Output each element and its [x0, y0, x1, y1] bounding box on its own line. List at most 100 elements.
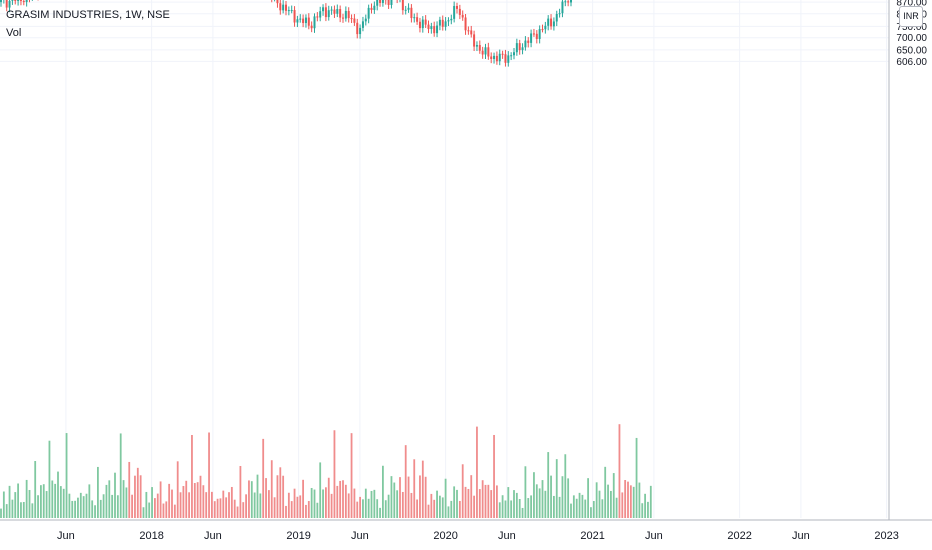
- volume-bar: [196, 482, 199, 518]
- volume-bar: [316, 502, 319, 518]
- candle-body: [19, 0, 22, 1]
- volume-bar: [447, 506, 450, 518]
- candle-body: [464, 17, 467, 31]
- candle-body: [319, 11, 322, 18]
- volume-bar: [433, 499, 436, 518]
- candle-body: [564, 1, 567, 3]
- candle-body: [316, 16, 319, 18]
- volume-bar: [139, 475, 142, 518]
- volume-bar: [507, 487, 510, 518]
- volume-bar: [142, 507, 145, 518]
- volume-bar: [233, 499, 236, 518]
- candle-body: [450, 18, 453, 21]
- volume-bar: [299, 495, 302, 518]
- volume-bar: [191, 435, 193, 518]
- candle-body: [276, 0, 279, 4]
- volume-bar: [342, 480, 344, 518]
- currency-badge[interactable]: INR: [899, 6, 923, 27]
- volume-bar: [34, 461, 37, 518]
- volume-bar: [256, 474, 259, 518]
- volume-bar: [45, 491, 48, 518]
- candle-body: [515, 43, 518, 53]
- volume-bar: [285, 505, 287, 518]
- volume-bar: [387, 494, 390, 518]
- volume-bar: [598, 490, 601, 518]
- volume-bar: [547, 452, 550, 518]
- candle-body: [438, 19, 441, 26]
- volume-bar: [384, 500, 387, 518]
- volume-bar: [530, 495, 532, 518]
- volume-bar: [407, 476, 410, 518]
- volume-bar: [305, 504, 307, 518]
- candle-body: [376, 0, 379, 6]
- volume-bar: [208, 432, 210, 518]
- volume-bar: [108, 480, 111, 518]
- price-tick-label: 606.00: [896, 57, 927, 68]
- volume-bar: [273, 497, 276, 518]
- volume-bar: [25, 479, 28, 518]
- candle-body: [484, 47, 487, 55]
- candle-body: [353, 18, 356, 23]
- volume-bar: [595, 482, 598, 518]
- candle-body: [544, 25, 547, 30]
- candle-body: [373, 5, 376, 10]
- volume-bar: [504, 500, 507, 518]
- volume-bar: [20, 502, 22, 518]
- candle-body: [322, 7, 325, 12]
- volume-bar: [296, 496, 299, 518]
- candle-body: [524, 40, 527, 48]
- volume-bar: [396, 490, 399, 518]
- legend-title[interactable]: GRASIM INDUSTRIES, 1W, NSE: [6, 9, 170, 21]
- candle-body: [339, 9, 342, 18]
- volume-bar: [105, 484, 108, 518]
- candle-body: [413, 17, 416, 19]
- candle-body: [282, 4, 285, 11]
- volume-bar: [424, 476, 427, 518]
- volume-bar: [419, 475, 421, 518]
- price-tick-label: 650.00: [896, 45, 927, 56]
- volume-bar: [114, 472, 116, 518]
- time-tick-label: 2019: [286, 530, 310, 542]
- volume-bar: [533, 472, 535, 518]
- volume-bar: [555, 459, 558, 518]
- volume-bar: [553, 495, 555, 518]
- volume-bar: [245, 494, 247, 518]
- volume-bar: [635, 437, 638, 518]
- volume-bar: [621, 492, 624, 518]
- candle-body: [350, 18, 353, 20]
- volume-bar: [239, 465, 242, 518]
- legend-volume[interactable]: Vol: [6, 27, 22, 39]
- volume-bar: [333, 430, 336, 518]
- time-tick-label: Jun: [57, 530, 75, 542]
- volume-bar: [527, 498, 530, 518]
- volume-bar: [145, 491, 148, 518]
- volume-bar: [581, 494, 584, 518]
- volume-bar: [42, 484, 45, 518]
- time-tick-label: 2022: [727, 530, 751, 542]
- time-tick-label: 2018: [139, 530, 163, 542]
- candle-body: [17, 0, 20, 1]
- time-tick-label: 2023: [874, 530, 898, 542]
- volume-bar: [2, 491, 5, 518]
- candle-body: [313, 16, 316, 29]
- volume-bar: [14, 492, 17, 518]
- candle-body: [14, 0, 17, 1]
- volume-bar: [453, 486, 456, 518]
- volume-bar: [439, 495, 441, 518]
- volume-bar: [513, 490, 515, 518]
- volume-bar: [441, 497, 444, 518]
- price-tick-label: 870.00: [896, 0, 927, 9]
- volume-bar: [193, 483, 196, 518]
- volume-bar: [51, 480, 54, 518]
- volume-bar: [444, 478, 447, 518]
- candle-body: [0, 0, 2, 3]
- candle-body: [416, 17, 419, 22]
- candle-body: [527, 40, 530, 43]
- volume-bar: [293, 488, 296, 518]
- volume-bar: [248, 480, 250, 518]
- candle-body: [495, 55, 498, 62]
- volume-bar: [370, 490, 373, 518]
- volume-bar: [57, 471, 59, 518]
- volume-bar: [211, 491, 213, 518]
